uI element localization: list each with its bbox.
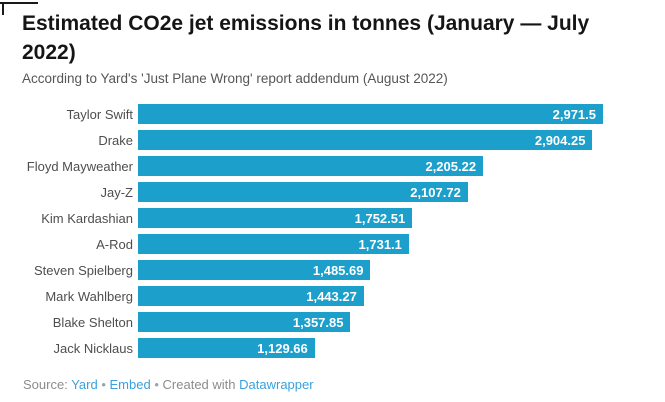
source-label: Source:: [23, 377, 68, 392]
bar-chart: Taylor Swift 2,971.5 Drake 2,904.25 Floy…: [0, 104, 640, 364]
bar: 1,443.27: [138, 286, 364, 306]
row-label: Taylor Swift: [66, 106, 133, 122]
bar: 1,357.85: [138, 312, 351, 332]
footer-separator: •: [154, 377, 159, 392]
bar: 2,107.72: [138, 182, 468, 202]
screenshot-border-artifact-top: [0, 2, 38, 4]
bar-value: 1,752.51: [354, 210, 406, 226]
bar: 2,904.25: [138, 130, 593, 150]
bar-track: 2,971.5: [138, 104, 603, 124]
row-label: Jack Nicklaus: [53, 340, 133, 356]
bar-row: Kim Kardashian 1,752.51: [0, 208, 640, 228]
embed-link[interactable]: Embed: [109, 377, 151, 392]
bar-value: 1,485.69: [312, 262, 364, 278]
row-label: A-Rod: [96, 236, 133, 252]
bar-value: 1,129.66: [257, 340, 308, 356]
footer: Source: Yard • Embed • Created with Data…: [23, 377, 314, 392]
bar-value: 2,904.25: [534, 132, 586, 148]
bar-value: 2,107.72: [410, 184, 461, 200]
bar: 2,971.5: [138, 104, 603, 124]
bar: 1,129.66: [138, 338, 315, 358]
bar-value: 2,971.5: [552, 106, 596, 122]
bar-track: 2,107.72: [138, 182, 603, 202]
bar: 1,731.1: [138, 234, 409, 254]
bar-track: 1,752.51: [138, 208, 603, 228]
bar-track: 1,485.69: [138, 260, 603, 280]
bar-row: Taylor Swift 2,971.5: [0, 104, 640, 124]
bar: 1,485.69: [138, 260, 371, 280]
footer-separator: •: [101, 377, 106, 392]
bar-track: 2,904.25: [138, 130, 603, 150]
bar-row: Drake 2,904.25: [0, 130, 640, 150]
bar-track: 1,357.85: [138, 312, 603, 332]
row-label: Jay-Z: [100, 184, 134, 200]
screenshot-border-artifact-left: [2, 2, 4, 15]
row-label: Blake Shelton: [52, 314, 133, 330]
bar-track: 1,129.66: [138, 338, 603, 358]
bar-value: 1,443.27: [306, 288, 357, 304]
row-label: Steven Spielberg: [33, 262, 133, 278]
bar-track: 1,731.1: [138, 234, 603, 254]
bar-row: Floyd Mayweather 2,205.22: [0, 156, 640, 176]
row-label: Floyd Mayweather: [26, 158, 133, 174]
bar-track: 2,205.22: [138, 156, 603, 176]
chart-title: Estimated CO2e jet emissions in tonnes (…: [22, 12, 590, 64]
bar-row: Jay-Z 2,107.72: [0, 182, 640, 202]
bar: 1,752.51: [138, 208, 413, 228]
row-label: Mark Wahlberg: [45, 288, 133, 304]
bar-row: Blake Shelton 1,357.85: [0, 312, 640, 332]
bar-row: A-Rod 1,731.1: [0, 234, 640, 254]
bar-value: 2,205.22: [425, 158, 477, 174]
source-link-yard[interactable]: Yard: [71, 377, 98, 392]
bar-row: Jack Nicklaus 1,129.66: [0, 338, 640, 358]
bar-row: Mark Wahlberg 1,443.27: [0, 286, 640, 306]
row-label: Kim Kardashian: [41, 210, 133, 226]
row-label: Drake: [98, 132, 133, 148]
bar-row: Steven Spielberg 1,485.69: [0, 260, 640, 280]
bar-value: 1,357.85: [292, 314, 344, 330]
bar-track: 1,443.27: [138, 286, 603, 306]
bar-value: 1,731.1: [358, 236, 402, 252]
bar: 2,205.22: [138, 156, 484, 176]
datawrapper-link[interactable]: Datawrapper: [239, 377, 314, 392]
chart-subtitle: According to Yard's 'Just Plane Wrong' r…: [22, 71, 448, 86]
created-with-label: Created with: [162, 377, 236, 392]
